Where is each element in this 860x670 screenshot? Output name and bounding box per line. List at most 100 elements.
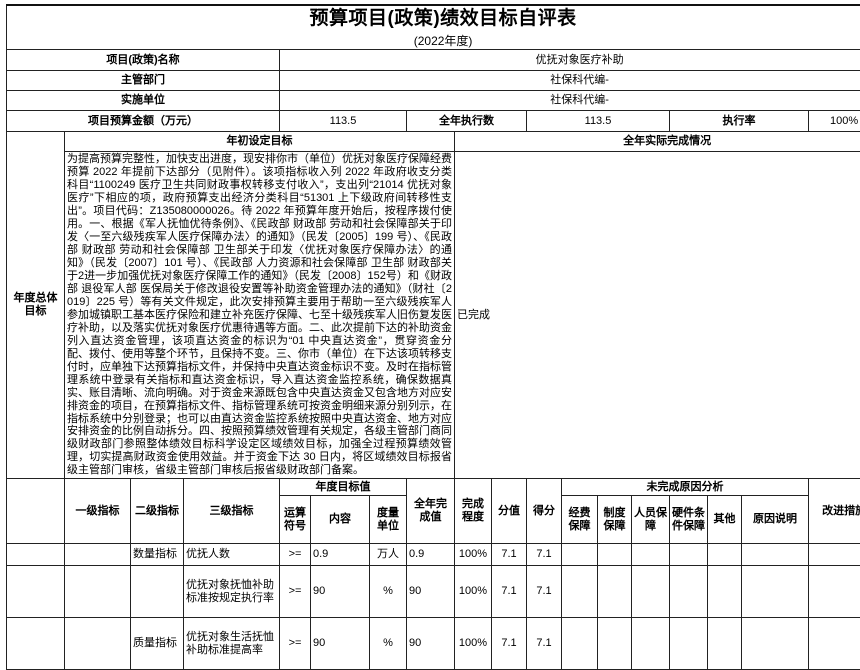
- implementer-row: 实施单位 社保科代编-: [7, 91, 860, 111]
- cell-reason-other: [708, 544, 742, 566]
- cell-score-value: 7.1: [492, 618, 527, 670]
- cell-completion-degree: 100%: [455, 618, 492, 670]
- header-level3: 三级指标: [184, 479, 280, 544]
- header-level1: 一级指标: [65, 479, 131, 544]
- cell-score-got: 7.1: [527, 566, 562, 618]
- page-subtitle: (2022年度): [9, 34, 860, 48]
- goal-body-row: 为提高预算完整性，加快支出进度，现安排你市（单位）优抚对象医疗保障经费预算 20…: [7, 152, 860, 479]
- header-improvement: 改进措施: [809, 479, 860, 544]
- cell-reason-hardware: [670, 618, 708, 670]
- cell-annual-actual: 90: [407, 566, 455, 618]
- indicator-corner-cell: [7, 479, 65, 544]
- cell-reason-system: [598, 544, 632, 566]
- title-cell: 预算项目(政策)绩效目标自评表 (2022年度): [7, 5, 860, 50]
- cell-score-got: 7.1: [527, 618, 562, 670]
- row-spacer-cell: [7, 544, 65, 566]
- header-score-value: 分值: [492, 479, 527, 544]
- header-score-got: 得分: [527, 479, 562, 544]
- table-row: 优抚对象抚恤补助标准按规定执行率 >= 90 % 90 100% 7.1 7.1: [7, 566, 860, 618]
- implementer-label: 实施单位: [7, 91, 280, 111]
- cell-reason-staff: [632, 566, 670, 618]
- header-reason-note: 原因说明: [742, 496, 809, 544]
- header-reason-hardware: 硬件条件保障: [670, 496, 708, 544]
- header-completion-degree: 完成程度: [455, 479, 492, 544]
- cell-content: 90: [311, 618, 370, 670]
- cell-unit: %: [370, 618, 407, 670]
- cell-reason-hardware: [670, 566, 708, 618]
- header-reason-funding: 经费保障: [562, 496, 598, 544]
- cell-level2: [131, 566, 184, 618]
- cell-score-got: 7.1: [527, 544, 562, 566]
- cell-level3: 优抚人数: [184, 544, 280, 566]
- cell-operator: >=: [280, 566, 311, 618]
- row-spacer-cell: [7, 566, 65, 618]
- cell-content: 90: [311, 566, 370, 618]
- table-row: 质量指标 优抚对象生活抚恤补助标准提高率 >= 90 % 90 100% 7.1…: [7, 618, 860, 670]
- budget-amount-value: 113.5: [280, 111, 407, 132]
- cell-level1: [65, 618, 131, 670]
- cell-reason-funding: [562, 566, 598, 618]
- execution-rate-value: 100%: [809, 111, 860, 132]
- cell-level2: 数量指标: [131, 544, 184, 566]
- cell-reason-funding: [562, 618, 598, 670]
- actual-result-header: 全年实际完成情况: [455, 132, 860, 152]
- budget-amount-label: 项目预算金额（万元）: [7, 111, 280, 132]
- cell-improvement: [809, 566, 860, 618]
- title-row: 预算项目(政策)绩效目标自评表 (2022年度): [7, 5, 860, 50]
- initial-goal-header: 年初设定目标: [65, 132, 455, 152]
- header-annual-actual: 全年完成值: [407, 479, 455, 544]
- cell-improvement: [809, 544, 860, 566]
- project-name-label: 项目(政策)名称: [7, 50, 280, 71]
- supervisor-value: 社保科代编-: [280, 71, 860, 91]
- table-row: 数量指标 优抚人数 >= 0.9 万人 0.9 100% 7.1 7.1: [7, 544, 860, 566]
- implementer-value: 社保科代编-: [280, 91, 860, 111]
- supervisor-label: 主管部门: [7, 71, 280, 91]
- cell-reason-system: [598, 618, 632, 670]
- header-unit: 度量单位: [370, 496, 407, 544]
- cell-reason-hardware: [670, 544, 708, 566]
- cell-level3: 优抚对象生活抚恤补助标准提高率: [184, 618, 280, 670]
- annual-execution-label: 全年执行数: [407, 111, 527, 132]
- project-name-row: 项目(政策)名称 优抚对象医疗补助: [7, 50, 860, 71]
- indicator-header-row-1: 一级指标 二级指标 三级指标 年度目标值 全年完成值 完成程度 分值 得分 未完…: [7, 479, 860, 496]
- cell-reason-other: [708, 618, 742, 670]
- execution-rate-label: 执行率: [670, 111, 809, 132]
- cell-operator: >=: [280, 618, 311, 670]
- cell-score-value: 7.1: [492, 566, 527, 618]
- budget-row: 项目预算金额（万元） 113.5 全年执行数 113.5 执行率 100%: [7, 111, 860, 132]
- page-title: 预算项目(政策)绩效目标自评表: [9, 7, 860, 31]
- cell-reason-note: [742, 544, 809, 566]
- cell-unit: %: [370, 566, 407, 618]
- goal-header-row: 年度总体目标 年初设定目标 全年实际完成情况: [7, 132, 860, 152]
- cell-completion-degree: 100%: [455, 544, 492, 566]
- header-level2: 二级指标: [131, 479, 184, 544]
- header-operator: 运算符号: [280, 496, 311, 544]
- actual-result-text: 已完成: [455, 152, 860, 479]
- header-reason-staff: 人员保障: [632, 496, 670, 544]
- header-annual-target-value: 年度目标值: [280, 479, 407, 496]
- cell-reason-staff: [632, 618, 670, 670]
- header-reason-system: 制度保障: [598, 496, 632, 544]
- cell-reason-note: [742, 618, 809, 670]
- cell-level3: 优抚对象抚恤补助标准按规定执行率: [184, 566, 280, 618]
- header-content: 内容: [311, 496, 370, 544]
- page-root: 预算项目(政策)绩效目标自评表 (2022年度) 项目(政策)名称 优抚对象医疗…: [0, 0, 860, 611]
- initial-goal-text: 为提高预算完整性，加快支出进度，现安排你市（单位）优抚对象医疗保障经费预算 20…: [65, 152, 455, 479]
- cell-annual-actual: 0.9: [407, 544, 455, 566]
- cell-operator: >=: [280, 544, 311, 566]
- cell-reason-note: [742, 566, 809, 618]
- cell-content: 0.9: [311, 544, 370, 566]
- cell-level1: [65, 566, 131, 618]
- cell-level2: 质量指标: [131, 618, 184, 670]
- project-name-value: 优抚对象医疗补助: [280, 50, 860, 71]
- supervisor-row: 主管部门 社保科代编-: [7, 71, 860, 91]
- cell-reason-system: [598, 566, 632, 618]
- annual-overall-goal-label: 年度总体目标: [7, 132, 65, 479]
- cell-unit: 万人: [370, 544, 407, 566]
- cell-reason-funding: [562, 544, 598, 566]
- cell-annual-actual: 90: [407, 618, 455, 670]
- cell-score-value: 7.1: [492, 544, 527, 566]
- performance-evaluation-table: 预算项目(政策)绩效目标自评表 (2022年度) 项目(政策)名称 优抚对象医疗…: [6, 4, 860, 670]
- header-unfinished-reason: 未完成原因分析: [562, 479, 809, 496]
- row-spacer-cell: [7, 618, 65, 670]
